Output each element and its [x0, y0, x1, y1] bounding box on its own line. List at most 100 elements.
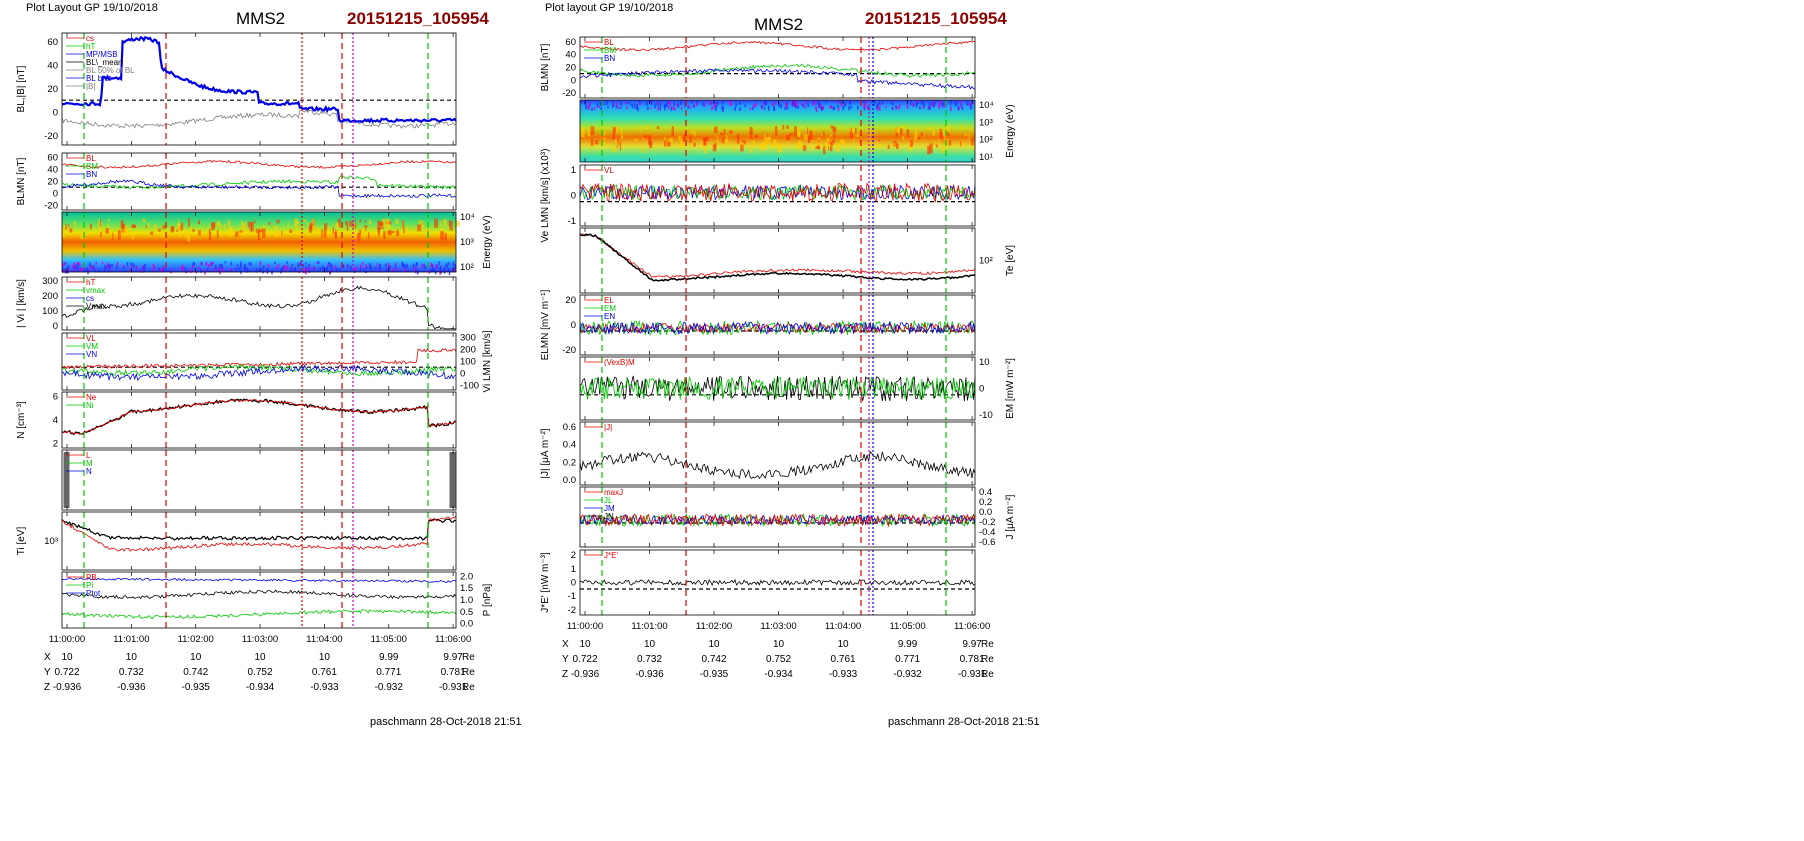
spectrogram-cell	[282, 266, 284, 269]
spectrogram-cell	[250, 227, 252, 233]
y-tick-label: 0	[571, 191, 576, 202]
spectrogram-cell	[931, 102, 933, 107]
spectrogram-cell	[885, 105, 887, 109]
spectrogram-cell	[334, 229, 337, 239]
spectrogram-cell	[62, 263, 64, 268]
spectrogram-cell	[286, 261, 288, 265]
spectrogram-cell	[93, 266, 95, 270]
footer-credit: paschmann 28-Oct-2018 21:51	[370, 716, 522, 728]
spectrogram-cell	[213, 267, 215, 272]
y-tick-label: 1.0	[460, 595, 473, 606]
spectrogram-cell	[901, 125, 906, 129]
ephem-axis-label: Z	[44, 682, 50, 693]
spectrogram-cell	[117, 230, 121, 240]
spectrogram-cell	[832, 139, 836, 143]
panel: 10⁴ 10³ 10² Energy (eV)	[61, 211, 493, 276]
spectrogram-cell	[761, 142, 764, 152]
spectrogram-cell	[920, 132, 923, 136]
spectrogram-cell	[239, 263, 242, 269]
y-tick-label: 300	[460, 333, 476, 344]
spectrogram-cell	[943, 104, 945, 109]
spectrogram-cell	[832, 127, 837, 132]
spectrogram-cell	[227, 219, 231, 226]
spectrogram-cell	[211, 262, 213, 266]
spectrogram-cell	[74, 268, 76, 272]
spectrogram-cell	[933, 102, 936, 106]
series-line	[61, 609, 457, 619]
spectrogram-cell	[773, 106, 775, 111]
series-line	[61, 179, 457, 199]
panel-frame	[579, 99, 976, 163]
spectrogram-cell	[619, 106, 622, 109]
y-tick-label: 6	[53, 391, 58, 402]
spectrogram-cell	[130, 262, 132, 266]
spectrogram-cell	[415, 269, 417, 274]
panel: 1 0 -1 Ve LMN [km/s] (x10³) VL	[540, 149, 976, 242]
legend-label: BM	[86, 162, 98, 171]
spectrogram-cell	[687, 106, 689, 109]
spectrogram-cell	[262, 267, 264, 271]
spectrogram-cell	[829, 134, 832, 137]
spectrogram-cell	[721, 101, 724, 105]
spectrogram-cell	[970, 104, 972, 110]
spectrogram-cell	[842, 106, 844, 111]
spectrogram-cell	[702, 102, 704, 107]
series-line	[61, 398, 457, 436]
spectrogram-cell	[446, 263, 448, 268]
spectrogram-cell	[693, 104, 695, 108]
spectrogram-cell	[152, 267, 155, 273]
spectrogram-cell	[670, 106, 673, 111]
y-tick-label: 10²	[979, 256, 993, 267]
y-tick-label: -10	[979, 410, 993, 421]
spectrogram-cell	[702, 140, 704, 150]
spectrogram-cell	[385, 267, 388, 271]
spectrogram-cell	[98, 269, 101, 273]
spectrogram-cell	[247, 221, 252, 228]
spectrogram-cell	[383, 231, 386, 239]
spacecraft-title: MMS2	[754, 15, 804, 34]
legend-label: VN	[86, 350, 97, 359]
spectrogram-cell	[713, 126, 718, 133]
spectrogram-cell	[668, 106, 670, 110]
spectrogram-cell	[897, 106, 900, 110]
ephem-value: 10	[708, 639, 720, 650]
spectrogram-cell	[190, 268, 192, 273]
spectrogram-cell	[455, 220, 460, 227]
series-line	[579, 40, 976, 52]
legend-label: PB	[86, 573, 97, 582]
legend-label: EN	[604, 312, 615, 321]
spectrogram-cell	[812, 100, 814, 104]
spectrogram-cell	[379, 222, 384, 226]
spectrogram-cell	[267, 264, 270, 268]
spectrogram-cell	[754, 105, 756, 108]
spectrogram-cell	[923, 103, 925, 108]
spectrogram-cell	[614, 139, 617, 142]
spectrogram-cell	[209, 231, 212, 241]
spectrogram-cell	[342, 264, 344, 268]
spectrogram-cell	[65, 262, 67, 265]
y-tick-label: 0.4	[563, 440, 576, 451]
x-tick-label: 11:05:00	[889, 621, 925, 632]
spectrogram-cell	[928, 102, 931, 108]
spectrogram-cell	[650, 100, 652, 103]
y-tick-label: 2	[571, 550, 576, 561]
panel-frame	[61, 391, 457, 449]
y-tick-label: -20	[562, 88, 576, 99]
spectrogram-cell	[295, 221, 300, 224]
spectrogram-cell	[396, 229, 399, 237]
spectrogram-cell	[263, 265, 265, 268]
panel: 0.40.20.0-0.2-0.4-0.6 J [μA m⁻²] maxJJLJMJ…	[579, 486, 1016, 548]
spectrogram-cell	[266, 268, 269, 272]
spectrogram-cell	[689, 106, 692, 109]
spectrogram-cell	[365, 219, 367, 224]
ephem-value: 10	[319, 652, 331, 663]
spectrogram-cell	[856, 146, 860, 150]
spectrogram-cell	[821, 133, 823, 136]
spectrogram-cell	[286, 265, 289, 270]
spectrogram-cell	[815, 107, 818, 113]
spectrogram-cell	[122, 226, 124, 233]
spectrogram-cell	[129, 228, 131, 232]
spectrogram-cell	[857, 105, 859, 110]
spectrogram-cell	[763, 106, 766, 110]
